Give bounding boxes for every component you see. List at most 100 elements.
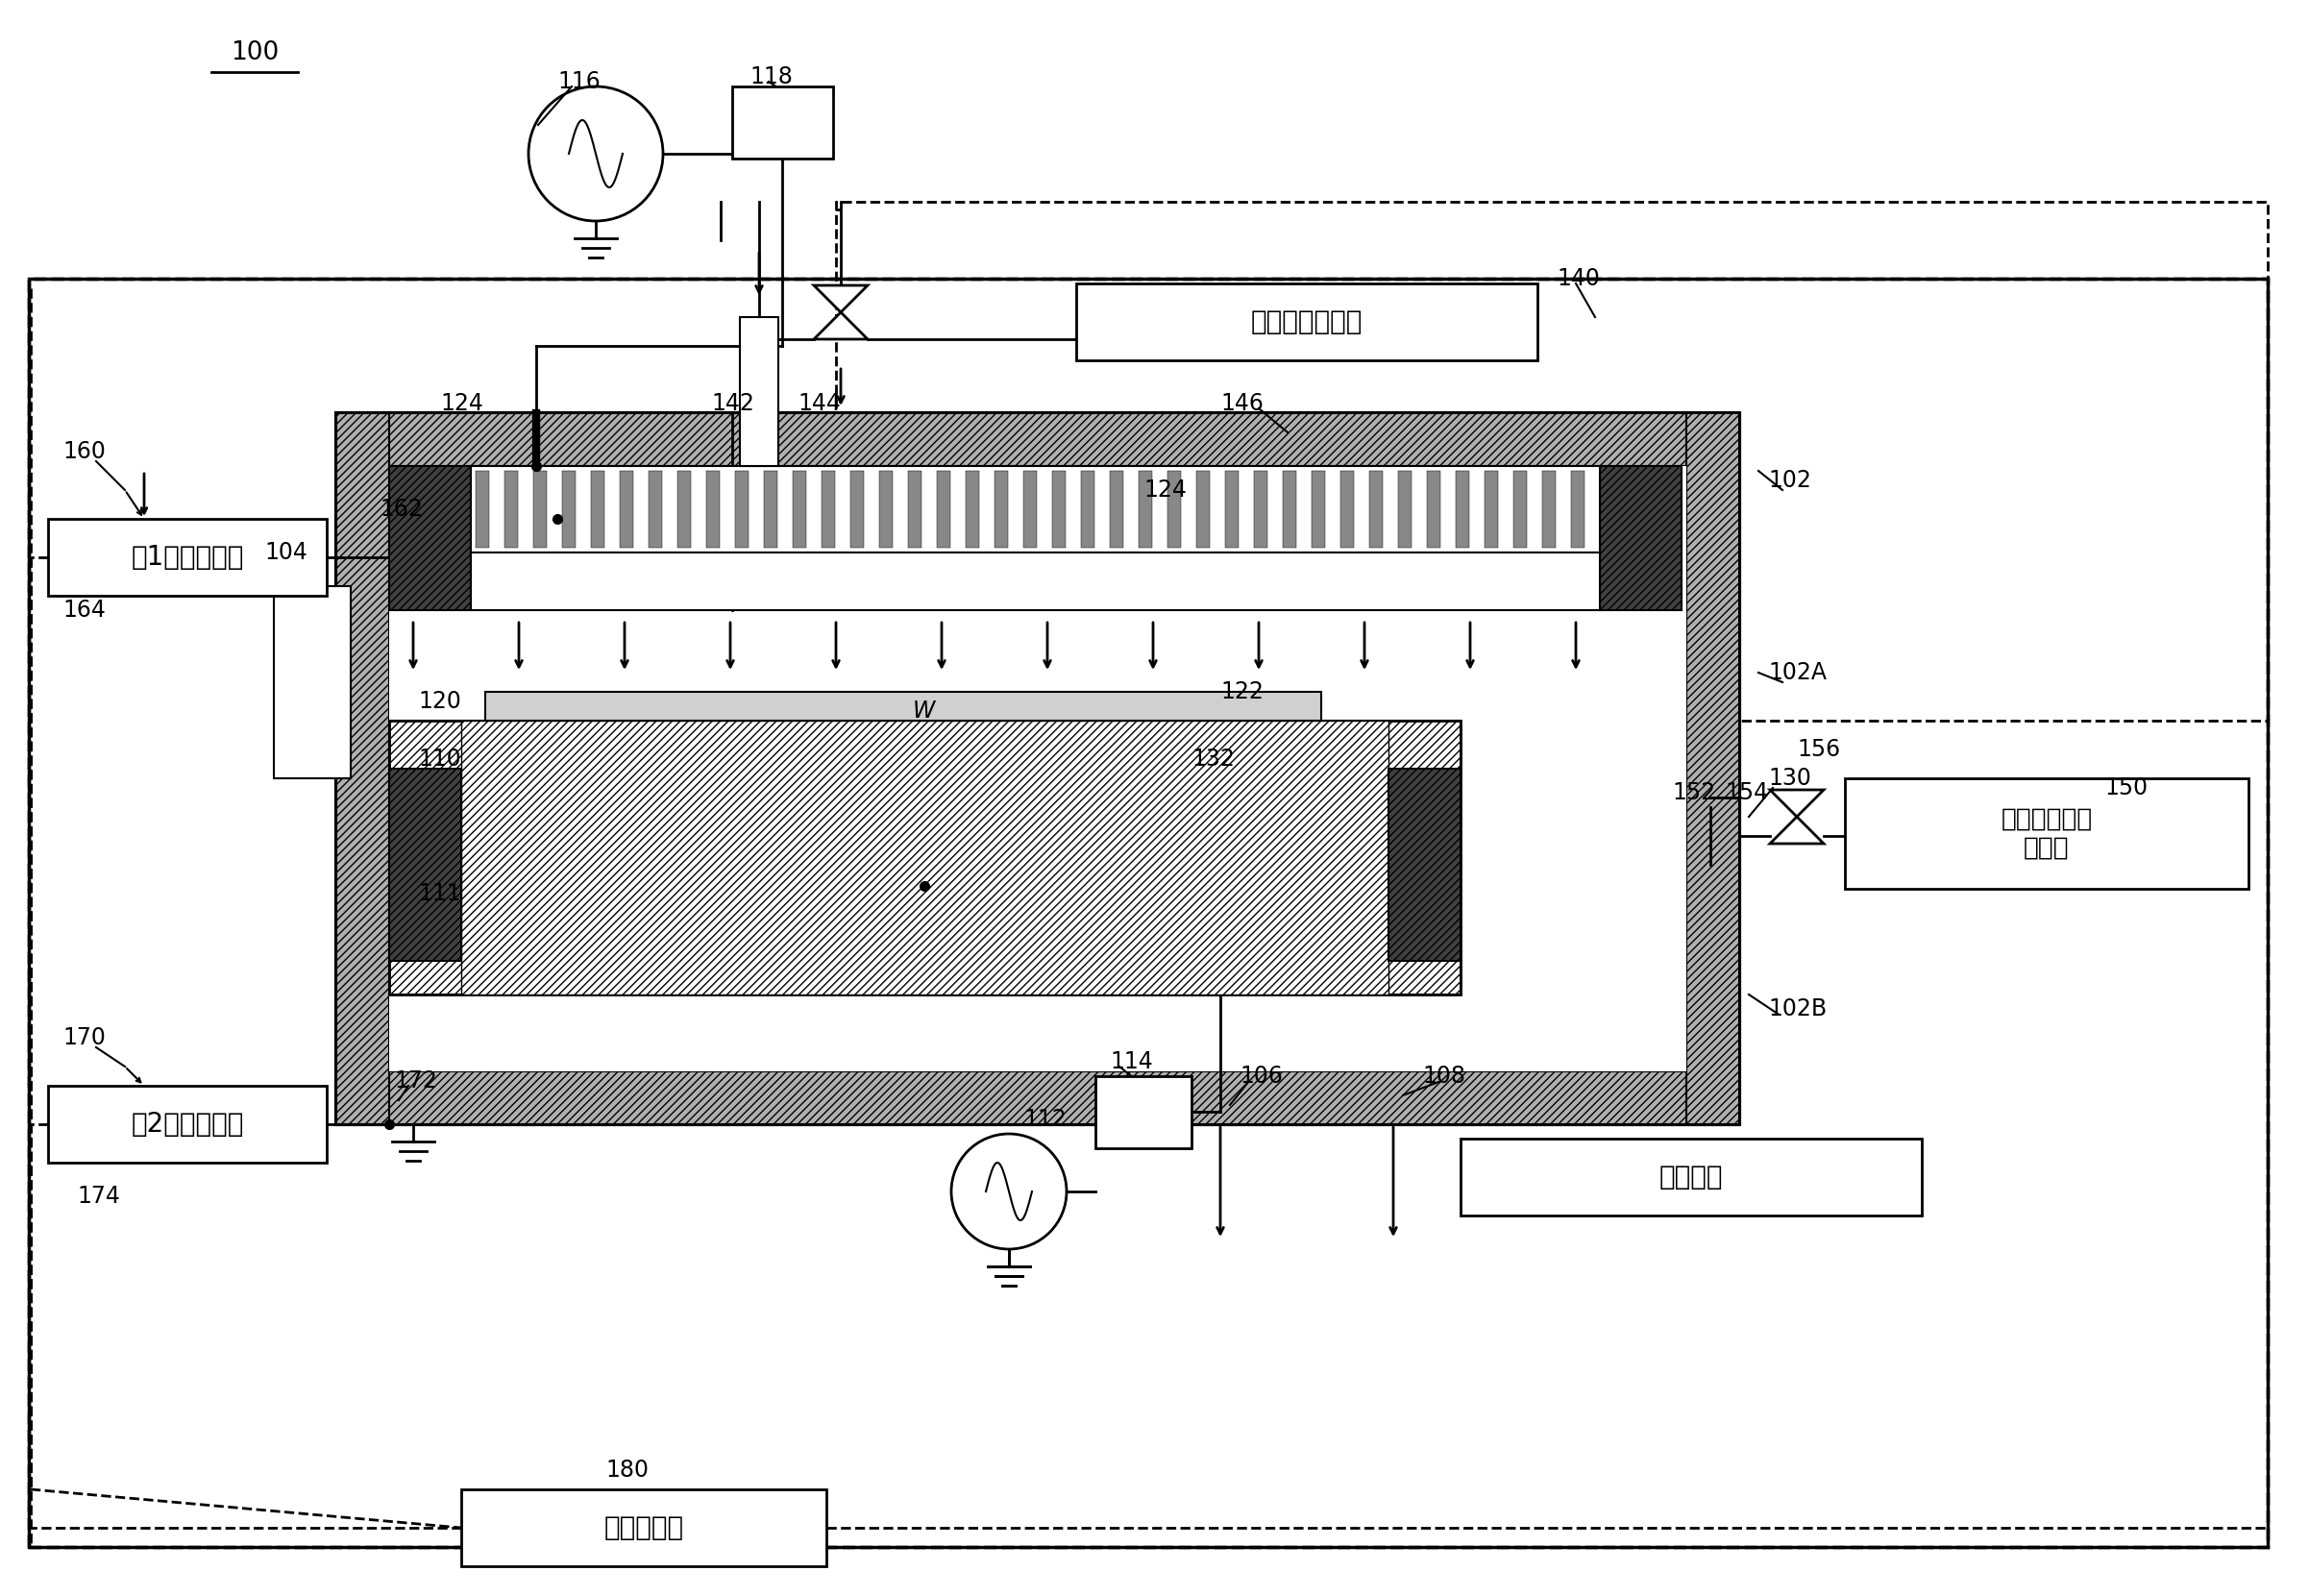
Bar bbox=[836, 201, 2267, 721]
Bar bbox=[965, 471, 979, 547]
Bar bbox=[822, 471, 836, 547]
Text: 压力调节气体
供给源: 压力调节气体 供给源 bbox=[2002, 806, 2092, 860]
Bar bbox=[390, 466, 1686, 1071]
Bar bbox=[1081, 471, 1094, 547]
Bar bbox=[337, 413, 390, 1124]
Bar bbox=[471, 552, 1600, 610]
Bar bbox=[732, 86, 834, 158]
Text: 164: 164 bbox=[62, 598, 106, 622]
Text: 116: 116 bbox=[556, 70, 600, 93]
Bar bbox=[1542, 471, 1556, 547]
Text: 118: 118 bbox=[750, 65, 792, 88]
Text: 160: 160 bbox=[62, 440, 106, 463]
Bar bbox=[1111, 471, 1122, 547]
Bar bbox=[462, 721, 1388, 994]
Bar bbox=[1388, 769, 1462, 961]
Bar bbox=[390, 721, 1462, 994]
Bar bbox=[1462, 1138, 1921, 1216]
Bar bbox=[1485, 471, 1499, 547]
Bar bbox=[591, 471, 605, 547]
Text: 144: 144 bbox=[797, 393, 840, 415]
Bar bbox=[503, 471, 517, 547]
Bar bbox=[1023, 471, 1037, 547]
Text: 102B: 102B bbox=[1769, 998, 1826, 1020]
Text: 100: 100 bbox=[231, 40, 279, 65]
Text: 142: 142 bbox=[711, 393, 755, 415]
Bar bbox=[471, 466, 1600, 552]
Text: 第1压力传感器: 第1压力传感器 bbox=[132, 544, 245, 571]
Bar bbox=[462, 1489, 827, 1566]
Bar bbox=[1076, 284, 1538, 361]
Text: 154: 154 bbox=[1725, 780, 1769, 804]
Polygon shape bbox=[813, 286, 868, 313]
Bar bbox=[734, 471, 748, 547]
Bar bbox=[476, 471, 490, 547]
Bar bbox=[1512, 471, 1526, 547]
Bar bbox=[1455, 471, 1469, 547]
Text: 104: 104 bbox=[263, 541, 307, 563]
Bar bbox=[48, 1085, 326, 1162]
Text: 124: 124 bbox=[1143, 479, 1187, 501]
Bar bbox=[792, 471, 806, 547]
Text: 112: 112 bbox=[1023, 1108, 1067, 1132]
Text: 146: 146 bbox=[1221, 393, 1263, 415]
Bar bbox=[1570, 471, 1584, 547]
Bar bbox=[1342, 471, 1353, 547]
Bar bbox=[1196, 471, 1210, 547]
Bar bbox=[1369, 471, 1383, 547]
Bar bbox=[1600, 466, 1681, 610]
Text: 170: 170 bbox=[62, 1026, 106, 1049]
Bar bbox=[1138, 471, 1152, 547]
Bar bbox=[995, 471, 1009, 547]
Text: 第2压力传感器: 第2压力传感器 bbox=[132, 1111, 245, 1138]
Bar bbox=[1686, 413, 1739, 1124]
Text: 132: 132 bbox=[1191, 747, 1235, 771]
Bar bbox=[533, 471, 547, 547]
Bar bbox=[937, 471, 951, 547]
Bar bbox=[462, 721, 1388, 994]
Text: 150: 150 bbox=[2103, 776, 2147, 800]
Bar bbox=[28, 279, 2267, 1547]
Text: 108: 108 bbox=[1422, 1065, 1466, 1088]
Text: 114: 114 bbox=[1111, 1050, 1152, 1073]
Polygon shape bbox=[1771, 817, 1824, 844]
Bar bbox=[1226, 471, 1238, 547]
Text: 172: 172 bbox=[395, 1069, 436, 1093]
Text: 124: 124 bbox=[441, 393, 483, 415]
Text: 122: 122 bbox=[1221, 680, 1263, 704]
Bar bbox=[1845, 779, 2249, 889]
Text: 174: 174 bbox=[76, 1184, 120, 1208]
Bar bbox=[1312, 471, 1325, 547]
Bar bbox=[1397, 471, 1411, 547]
Bar bbox=[1427, 471, 1441, 547]
Bar bbox=[907, 471, 921, 547]
Text: 120: 120 bbox=[418, 689, 462, 713]
Bar bbox=[1284, 471, 1295, 547]
Text: 130: 130 bbox=[1769, 766, 1810, 790]
Bar bbox=[485, 691, 1321, 721]
Bar bbox=[619, 471, 633, 547]
Polygon shape bbox=[813, 313, 868, 340]
Polygon shape bbox=[1771, 790, 1824, 817]
Text: 106: 106 bbox=[1240, 1065, 1284, 1088]
Bar bbox=[390, 466, 471, 610]
Bar bbox=[677, 471, 690, 547]
Bar bbox=[337, 413, 1739, 1124]
Bar bbox=[880, 471, 894, 547]
Bar bbox=[561, 471, 575, 547]
Text: 140: 140 bbox=[1556, 267, 1600, 290]
Text: 111: 111 bbox=[418, 883, 462, 905]
Text: 压力控制器: 压力控制器 bbox=[605, 1515, 683, 1542]
Bar bbox=[390, 721, 1462, 994]
Bar bbox=[390, 769, 462, 961]
Text: 156: 156 bbox=[1796, 737, 1840, 761]
Text: 处理气体供给源: 处理气体供给源 bbox=[1251, 308, 1362, 335]
Bar bbox=[337, 1071, 1739, 1124]
Bar bbox=[764, 471, 778, 547]
Text: 102A: 102A bbox=[1769, 661, 1826, 685]
Bar bbox=[1168, 471, 1180, 547]
Bar bbox=[850, 471, 864, 547]
Bar bbox=[739, 318, 778, 466]
Text: 152: 152 bbox=[1672, 780, 1716, 804]
Bar bbox=[1254, 471, 1268, 547]
